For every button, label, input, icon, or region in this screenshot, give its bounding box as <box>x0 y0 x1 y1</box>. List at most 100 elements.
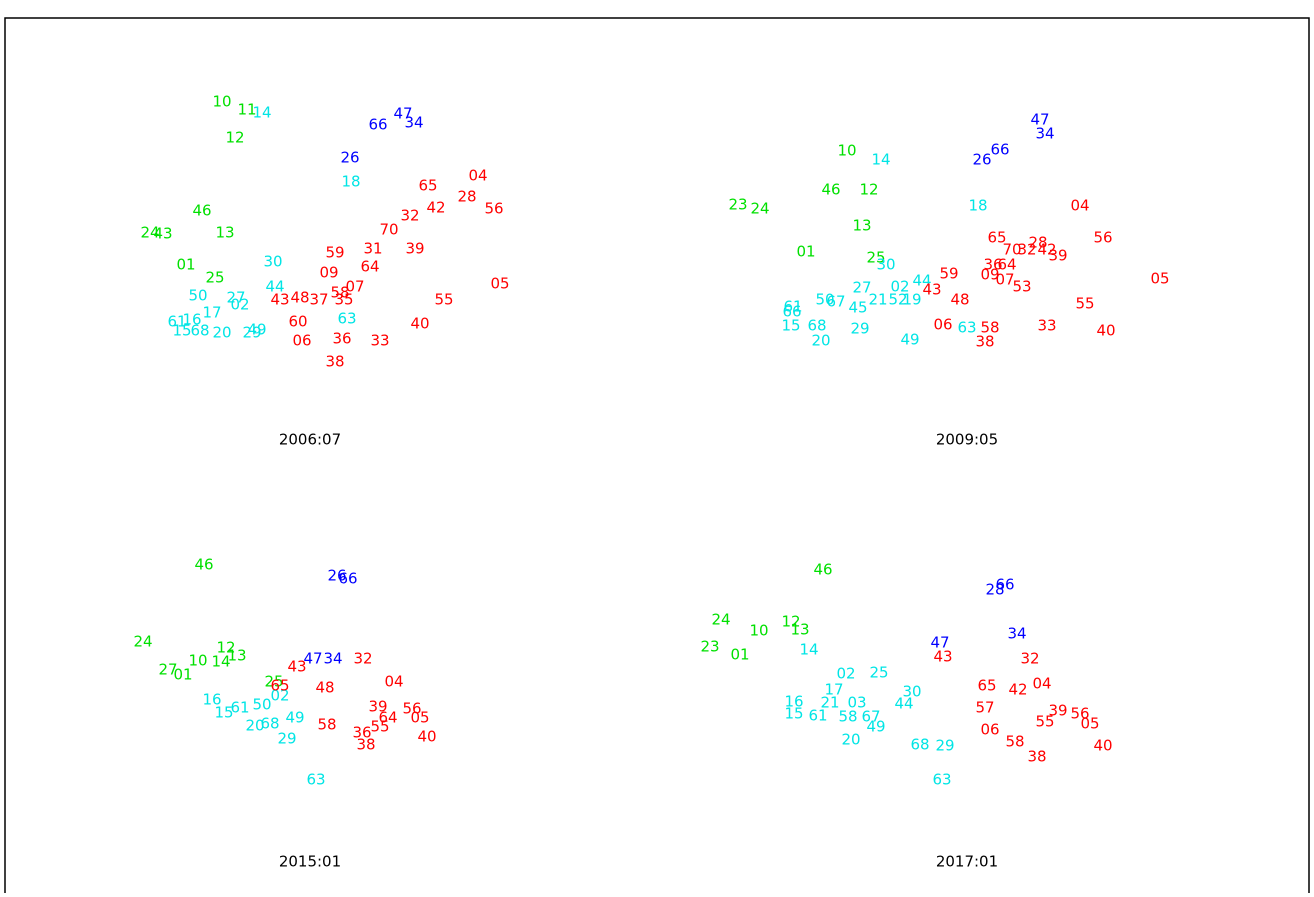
point-label: 38 <box>975 333 994 351</box>
point-label: 18 <box>968 197 987 215</box>
point-label: 68 <box>807 317 826 335</box>
point-label: 02 <box>270 687 289 705</box>
point-label: 05 <box>1080 715 1099 733</box>
point-label: 67 <box>861 708 880 726</box>
point-label: 12 <box>859 181 878 199</box>
point-label: 48 <box>290 289 309 307</box>
point-label: 48 <box>950 291 969 309</box>
point-label: 45 <box>848 299 867 317</box>
point-label: 56 <box>484 200 503 218</box>
point-label: 14 <box>252 104 271 122</box>
point-label: 27 <box>226 289 245 307</box>
point-label: 35 <box>334 291 353 309</box>
point-label: 13 <box>215 224 234 242</box>
point-label: 63 <box>306 771 325 789</box>
point-label: 65 <box>418 177 437 195</box>
point-label: 46 <box>192 202 211 220</box>
point-label: 49 <box>866 718 885 736</box>
point-label: 12 <box>781 613 800 631</box>
point-label: 64 <box>378 709 397 727</box>
point-label: 43 <box>287 658 306 676</box>
point-label: 50 <box>252 696 271 714</box>
point-label: 13 <box>790 621 809 639</box>
point-label: 50 <box>188 287 207 305</box>
point-label: 30 <box>876 256 895 274</box>
point-label: 58 <box>980 319 999 337</box>
point-label: 02 <box>836 665 855 683</box>
point-label: 15 <box>781 317 800 335</box>
point-label: 40 <box>1093 737 1112 755</box>
point-label: 32 <box>353 650 372 668</box>
point-label: 46 <box>821 181 840 199</box>
point-label: 14 <box>871 151 890 169</box>
point-label: 47 <box>393 105 412 123</box>
point-label: 04 <box>1032 675 1051 693</box>
point-label: 24 <box>711 611 730 629</box>
point-label: 70 <box>379 221 398 239</box>
point-label: 26 <box>972 151 991 169</box>
point-label: 55 <box>1035 713 1054 731</box>
point-label: 24 <box>140 224 159 242</box>
point-label: 49 <box>247 321 266 339</box>
point-label: 58 <box>1005 733 1024 751</box>
point-label: 36 <box>332 330 351 348</box>
point-label: 36 <box>352 724 371 742</box>
point-label: 65 <box>270 677 289 695</box>
point-label: 58 <box>838 708 857 726</box>
point-label: 23 <box>728 196 747 214</box>
point-label: 44 <box>912 272 931 290</box>
point-label: 01 <box>173 666 192 684</box>
point-label: 65 <box>987 229 1006 247</box>
point-label: 50 <box>815 291 834 309</box>
point-label: 55 <box>434 291 453 309</box>
point-label: 13 <box>852 217 871 235</box>
point-label: 09 <box>319 264 338 282</box>
point-label: 66 <box>990 141 1009 159</box>
point-label: 29 <box>277 730 296 748</box>
point-label: 28 <box>457 188 476 206</box>
panel-title: 2009:05 <box>936 431 998 449</box>
point-label: 63 <box>957 319 976 337</box>
point-label: 04 <box>468 167 487 185</box>
point-label: 20 <box>841 731 860 749</box>
point-label: 02 <box>890 278 909 296</box>
point-label: 13 <box>227 647 246 665</box>
point-label: 68 <box>910 736 929 754</box>
point-label: 20 <box>212 324 231 342</box>
point-label: 48 <box>315 679 334 697</box>
point-label: 44 <box>894 695 913 713</box>
point-label: 32 <box>400 207 419 225</box>
point-label: 34 <box>323 650 342 668</box>
point-label: 55 <box>1075 295 1094 313</box>
point-label: 20 <box>811 332 830 350</box>
point-label: 66 <box>782 303 801 321</box>
point-label: 27 <box>158 661 177 679</box>
point-label: 07 <box>995 271 1014 289</box>
point-label: 61 <box>230 699 249 717</box>
point-label: 61 <box>167 313 186 331</box>
point-label: 14 <box>799 641 818 659</box>
point-label: 57 <box>975 699 994 717</box>
point-label: 59 <box>939 265 958 283</box>
point-label: 18 <box>341 173 360 191</box>
point-label: 32 <box>1017 241 1036 259</box>
point-label: 67 <box>826 293 845 311</box>
point-label: 25 <box>264 673 283 691</box>
point-label: 39 <box>1048 702 1067 720</box>
point-label: 15 <box>784 705 803 723</box>
point-label: 38 <box>325 353 344 371</box>
point-label: 21 <box>868 291 887 309</box>
point-label: 12 <box>216 639 235 657</box>
point-label: 56 <box>1070 705 1089 723</box>
point-label: 29 <box>242 324 261 342</box>
point-label: 33 <box>1037 317 1056 335</box>
point-label: 34 <box>1035 125 1054 143</box>
point-label: 55 <box>370 718 389 736</box>
point-label: 43 <box>270 291 289 309</box>
point-label: 66 <box>338 570 357 588</box>
point-label: 01 <box>796 243 815 261</box>
point-label: 40 <box>417 728 436 746</box>
point-label: 47 <box>930 634 949 652</box>
point-label: 58 <box>317 716 336 734</box>
